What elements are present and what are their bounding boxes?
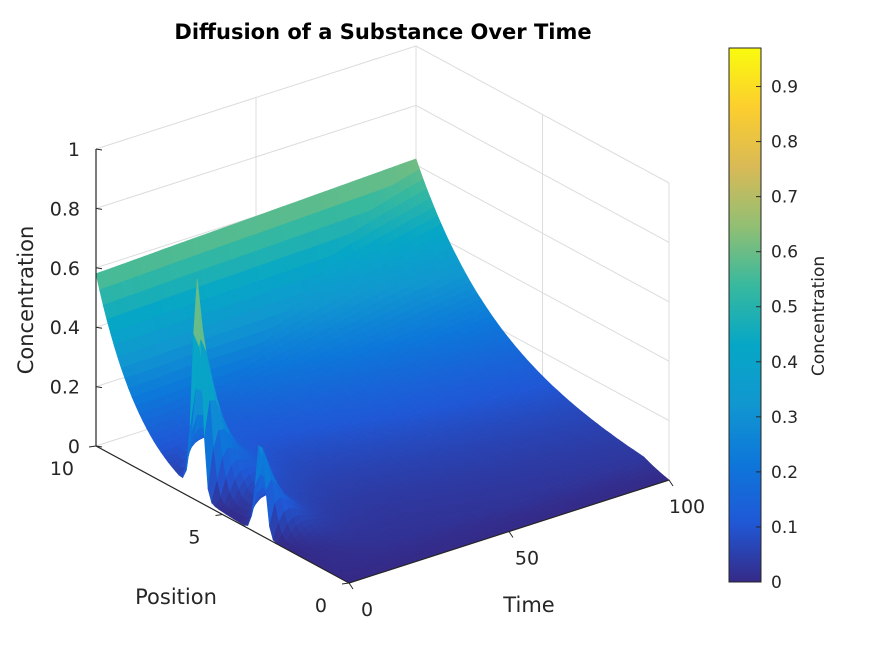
- x-tick-label: 0: [361, 599, 373, 621]
- colorbar: [728, 47, 762, 583]
- colorbar-tick-label: 0.2: [771, 463, 798, 483]
- z-tick-label: 0.6: [50, 258, 80, 280]
- x-tick-label: 50: [515, 548, 539, 570]
- z-tick-mark: [95, 148, 103, 151]
- y-tick-mark: [88, 445, 97, 448]
- z-gridline: [95, 45, 670, 184]
- x-tick-mark: [508, 531, 514, 538]
- surface-mesh: [95, 158, 670, 584]
- z-tick-label: 0.2: [50, 377, 80, 399]
- colorbar-tick-label: 0.9: [771, 78, 798, 98]
- y-tick-mark: [341, 582, 350, 585]
- colorbar-label: Concentration: [809, 256, 829, 376]
- z-tick-mark: [95, 267, 103, 270]
- y-tick-label: 10: [50, 458, 74, 480]
- z-tick-mark: [95, 326, 103, 329]
- x-tick-mark: [348, 582, 354, 590]
- z-tick-label: 1: [68, 139, 80, 161]
- y-axis-label: Position: [135, 585, 217, 609]
- colorbar-tick-label: 0.8: [771, 133, 798, 153]
- colorbar-tick-label: 0.5: [771, 298, 798, 318]
- colorbar-ticks: 0 0.1 0.2 0.3 0.4 0.5 0.6 0.7 0.8 0.9: [756, 78, 798, 593]
- y-tick-label: 0: [315, 595, 327, 617]
- colorbar-tick-label: 0: [771, 573, 782, 593]
- z-tick-mark: [95, 207, 103, 210]
- z-tick-mark: [95, 386, 103, 389]
- z-tick-label: 0: [68, 436, 80, 458]
- x-tick-label: 100: [669, 496, 705, 518]
- z-tick-label: 0.4: [50, 317, 80, 339]
- colorbar-tick-label: 0.3: [771, 408, 798, 428]
- y-tick-mark: [215, 514, 223, 516]
- z-tick-mark: [95, 445, 103, 448]
- y-tick-label: 5: [188, 527, 200, 549]
- chart-title: Diffusion of a Substance Over Time: [174, 20, 591, 44]
- colorbar-tick-label: 0.7: [771, 188, 798, 208]
- z-tick-label: 0.8: [50, 198, 80, 220]
- z-axis-label: Concentration: [14, 226, 38, 375]
- colorbar-tick-label: 0.1: [771, 518, 798, 538]
- x-axis-label: Time: [502, 593, 554, 617]
- x-tick-mark: [668, 479, 674, 487]
- colorbar-tick-label: 0.6: [771, 243, 798, 263]
- colorbar-tick-label: 0.4: [771, 353, 798, 373]
